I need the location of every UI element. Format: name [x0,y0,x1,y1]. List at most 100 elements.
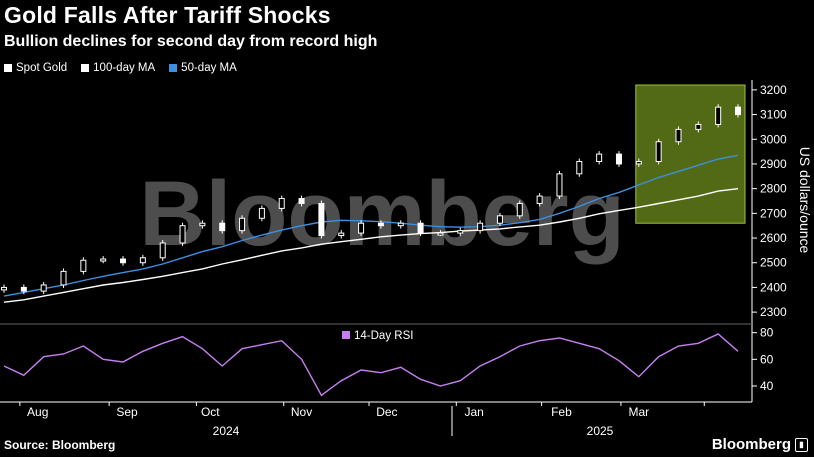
spot-gold-candle [457,227,464,237]
spot-gold-candle [40,281,47,295]
ma50-line [3,154,739,297]
spot-gold-candle [635,158,642,167]
rsi-y-tick-label: 40 [760,379,774,393]
spot-gold-candle [516,200,523,219]
candle-body [139,257,146,264]
spot-gold-candle [1,284,7,293]
spot-gold-candle [179,222,186,246]
candle-body [40,284,47,292]
rsi-line [3,333,739,397]
y-tick-label: 2500 [760,256,787,270]
candle-body [1,286,7,291]
chart-icon: ▮ [795,437,808,452]
rsi-legend-label: 14-Day RSI [354,330,413,342]
candle-body [20,286,27,292]
spot-gold-candle [139,254,146,266]
spot-gold-candle [477,220,484,234]
spot-gold-candle [695,121,702,133]
candle-body [239,217,246,232]
x-tick-label: Mar [628,405,649,419]
y-tick-label: 2400 [760,280,787,294]
chart-title: Gold Falls After Tariff Shocks [4,2,331,28]
candle-body [100,258,107,262]
rsi-y-tick-label: 80 [760,326,774,340]
spot-gold-candle [219,220,226,234]
spot-gold-candle [596,151,603,165]
spot-gold-candle [80,257,87,275]
candle-body [496,215,503,224]
candle-body [338,232,345,237]
legend-label-50-day-ma: 50-day MA [181,62,237,74]
candle-body [278,198,285,209]
ma100-line [3,188,739,303]
spot-gold-candle [417,220,424,237]
candle-body [80,259,87,272]
candle-body [437,232,444,236]
legend: Spot Gold 100-day MA 50-day MA [4,62,237,74]
candle-body [655,141,662,162]
candle-body [258,207,265,219]
spot-gold-candle [318,200,325,239]
x-tick-label: Oct [201,405,220,419]
candle-body [377,222,384,227]
candle-body [635,160,642,165]
spot-gold-candle [735,104,741,118]
y-axis-label: US dollars/ounce [797,147,813,254]
source-note: Source: Bloomberg [4,438,116,452]
candle-body [397,222,404,227]
spot-gold-candle [100,256,107,264]
y-tick-label: 2900 [760,157,787,171]
candle-body [735,106,741,116]
candle-body [219,222,226,232]
y-tick-label: 3200 [760,83,787,97]
spot-gold-candle [239,215,246,234]
candle-body [457,230,464,234]
candle-body [60,270,67,286]
y-tick-label: 3000 [760,132,787,146]
spot-gold-candle [20,284,27,295]
y-tick-label: 2300 [760,305,787,319]
candle-body [477,222,484,232]
spot-gold-candle [199,220,206,229]
candle-body [695,123,702,130]
legend-item-50-day-ma: 50-day MA [169,62,237,74]
spot-gold-candle [536,193,543,207]
spot-gold-candle [159,240,166,261]
candle-body [318,202,325,237]
candle-body [417,222,424,234]
legend-swatch-spot-gold [4,64,12,72]
x-tick-label: Feb [551,405,572,419]
y-tick-label: 3100 [760,108,787,122]
candle-body [536,195,543,204]
x-year-label: 2025 [587,424,614,438]
candle-body [556,173,563,197]
x-tick-label: Aug [27,405,48,419]
x-tick-label: Nov [291,405,312,419]
spot-gold-candle [298,195,305,207]
candle-body [596,153,603,162]
y-tick-label: 2600 [760,231,787,245]
spot-gold-candle [358,220,365,237]
candle-body [179,225,186,244]
y-tick-label: 2800 [760,182,787,196]
candle-body [159,242,166,259]
candle-body [120,258,127,264]
spot-gold-candle [655,138,662,165]
legend-label-100-day-ma: 100-day MA [93,62,156,74]
legend-item-spot-gold: Spot Gold [4,62,67,74]
x-year-label: 2024 [213,424,240,438]
candle-body [715,106,722,125]
watermark-text: Bloomberg [139,163,625,265]
spot-gold-candle [377,220,384,229]
spot-gold-candle [60,268,67,288]
candle-body [675,128,682,143]
spot-gold-candle [437,230,444,237]
legend-swatch-50-day-ma [169,64,178,72]
spot-gold-candle [258,205,265,222]
x-tick-label: Jan [464,405,483,419]
y-tick-label: 2700 [760,206,787,220]
spot-gold-candle [496,212,503,227]
rsi-y-tick-label: 60 [760,352,774,366]
spot-gold-candle [120,256,127,266]
